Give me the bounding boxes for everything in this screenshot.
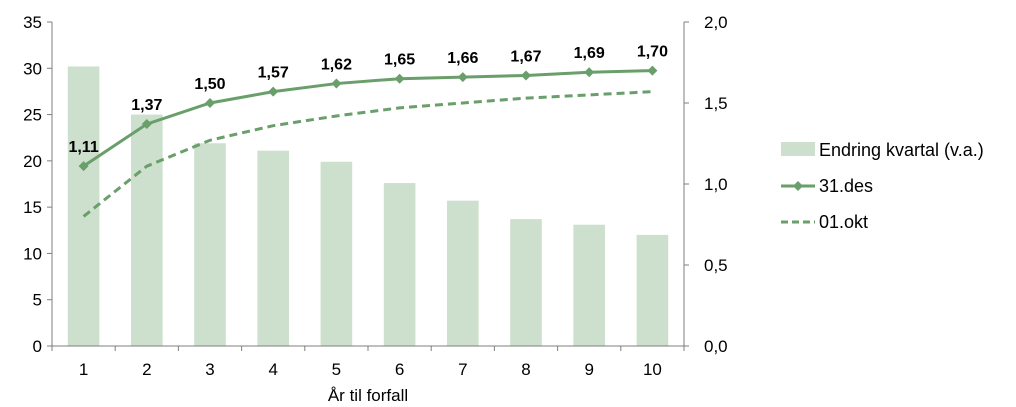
data-label: 1,70 xyxy=(637,44,668,61)
line-31-des xyxy=(82,69,653,168)
x-tick-label: 7 xyxy=(458,360,467,379)
marker-31-des xyxy=(141,119,152,130)
legend-swatch-bar xyxy=(781,142,815,156)
y-tick-label-right: 2,0 xyxy=(704,13,728,32)
legend-label-line-solid: 31.des xyxy=(819,176,873,196)
y-tick-label-left: 35 xyxy=(23,13,42,32)
bar xyxy=(131,114,163,346)
y-tick-label-right: 0,0 xyxy=(704,337,728,356)
x-tick-label: 5 xyxy=(332,360,341,379)
x-tick-label: 8 xyxy=(521,360,530,379)
y-tick-label-left: 10 xyxy=(23,244,42,263)
marker-31-des xyxy=(394,73,405,84)
x-tick-label: 3 xyxy=(205,360,214,379)
bar xyxy=(383,183,416,346)
y-tick-label-right: 1,5 xyxy=(704,94,728,113)
legend: Endring kvartal (v.a.) 31.des 01.okt xyxy=(781,140,984,232)
y-tick-label-left: 25 xyxy=(23,106,42,125)
data-label: 1,50 xyxy=(194,76,225,93)
axes: 0 5 10 15 20 25 30 35 0,0 0,5 1,0 1,5 2,0 1 2 3 4 5 6 7 8 9 10 xyxy=(23,13,728,379)
data-label: 1,57 xyxy=(258,65,289,82)
y-tick-label-left: 20 xyxy=(23,152,42,171)
x-tick-label: 6 xyxy=(395,360,404,379)
marker-31-des xyxy=(521,70,531,81)
y-tick-label-right: 0,5 xyxy=(704,256,728,275)
y-tick-label-left: 30 xyxy=(23,59,42,78)
y-tick-label-left: 0 xyxy=(33,337,42,356)
legend-label-bar: Endring kvartal (v.a.) xyxy=(819,140,984,160)
bar-series xyxy=(67,66,669,346)
data-labels: 1,11 1,37 1,50 1,57 1,62 1,65 1,66 1,67 1,69 1,70 xyxy=(68,44,668,157)
bar xyxy=(636,234,669,346)
marker-31-des xyxy=(268,86,279,97)
bar xyxy=(573,224,605,346)
bar xyxy=(194,143,226,346)
y-tick-label-right: 1,0 xyxy=(704,175,728,194)
x-tick-label: 9 xyxy=(584,360,593,379)
marker-31-des xyxy=(457,72,468,83)
legend-label-line-dashed: 01.okt xyxy=(819,212,868,232)
data-label: 1,62 xyxy=(321,57,352,74)
marker-31-des xyxy=(647,65,658,76)
data-label: 1,69 xyxy=(574,45,605,62)
y-tick-label-left: 5 xyxy=(33,291,42,310)
line-01-okt xyxy=(82,90,653,218)
data-label: 1,11 xyxy=(68,139,98,156)
marker-31-des xyxy=(205,98,215,108)
bar xyxy=(447,200,479,346)
x-tick-label: 4 xyxy=(268,360,277,379)
data-label: 1,65 xyxy=(384,52,415,69)
data-label: 1,67 xyxy=(510,48,541,65)
marker-31-des xyxy=(331,78,342,89)
line-series xyxy=(78,65,658,218)
x-tick-label: 2 xyxy=(142,360,151,379)
bar xyxy=(320,161,353,346)
data-label: 1,66 xyxy=(447,50,478,67)
legend-marker-diamond xyxy=(793,181,803,191)
x-tick-label: 1 xyxy=(79,360,88,379)
x-tick-label: 10 xyxy=(643,360,662,379)
y-tick-label-left: 15 xyxy=(23,198,42,217)
marker-31-des xyxy=(584,67,595,78)
bar xyxy=(510,219,542,346)
marker-31-des xyxy=(78,161,89,172)
bar xyxy=(257,150,289,346)
x-axis-title: År til forfall xyxy=(328,386,408,405)
data-label: 1,37 xyxy=(131,97,162,114)
